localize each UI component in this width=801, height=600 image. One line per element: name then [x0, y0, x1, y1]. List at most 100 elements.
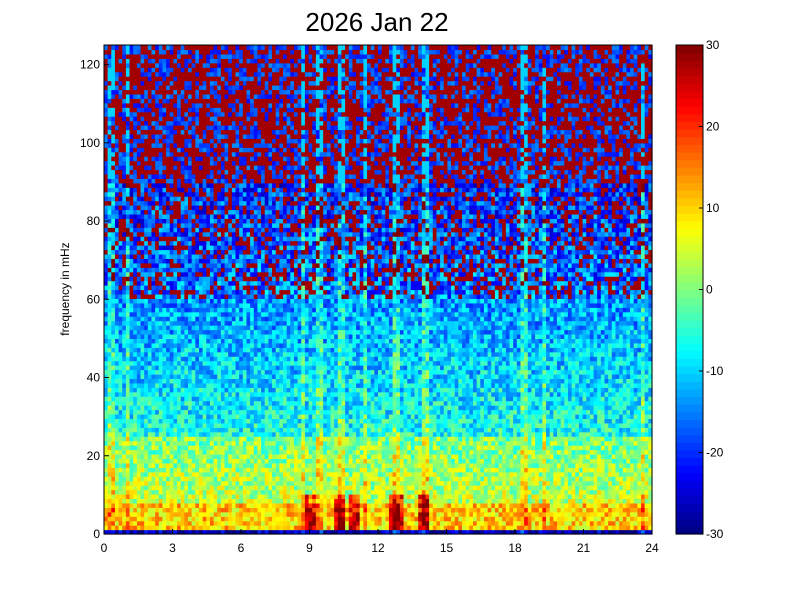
spectrogram-cell	[129, 396, 134, 402]
spectrogram-cell	[195, 382, 200, 388]
spectrogram-cell	[209, 502, 215, 508]
spectrogram-cell	[118, 165, 123, 171]
spectrogram-cell	[104, 387, 109, 393]
spectrogram-cell	[206, 333, 211, 339]
spectrogram-cell	[202, 160, 207, 166]
spectrogram-cell	[195, 493, 200, 500]
spectrogram-cell	[122, 236, 127, 242]
spectrogram-cell	[224, 227, 229, 233]
spectrogram-cell	[261, 165, 266, 171]
spectrogram-cell	[217, 67, 222, 73]
spectrogram-cell	[169, 329, 175, 335]
spectrogram-cell	[188, 196, 193, 202]
spectrogram-cell	[184, 431, 189, 437]
spectrogram-cell	[118, 169, 123, 175]
spectrogram-cell	[246, 445, 251, 451]
spectrogram-cell	[253, 102, 259, 108]
spectrogram-cell	[158, 138, 164, 144]
spectrogram-cell	[104, 382, 109, 388]
spectrogram-cell	[166, 178, 171, 184]
spectrogram-cell	[177, 347, 182, 353]
spectrogram-cell	[177, 58, 182, 64]
spectrogram-cell	[246, 342, 251, 348]
spectrogram-cell	[144, 213, 149, 219]
spectrogram-cell	[129, 156, 134, 162]
spectrogram-cell	[195, 351, 200, 357]
spectrogram-cell	[104, 151, 109, 157]
spectrogram-cell	[169, 271, 175, 277]
spectrogram-cell	[191, 173, 196, 179]
spectrogram-cell	[228, 485, 233, 491]
spectrogram-cell	[104, 516, 109, 522]
spectrogram-cell	[261, 45, 266, 51]
spectrogram-cell	[209, 169, 215, 175]
spectrogram-cell	[114, 373, 120, 380]
spectrogram-cell	[140, 160, 145, 166]
spectrogram-cell	[188, 449, 193, 455]
spectrogram-cell	[224, 85, 229, 91]
spectrogram-cell	[144, 502, 149, 508]
spectrogram-cell	[125, 271, 131, 277]
spectrogram-cell	[177, 329, 182, 335]
spectrogram-cell	[122, 227, 127, 233]
spectrogram-cell	[158, 462, 164, 468]
spectrogram-cell	[198, 236, 204, 242]
spectrogram-cell	[136, 205, 142, 211]
spectrogram-cell	[253, 205, 259, 211]
spectrogram-cell	[122, 520, 127, 526]
spectrogram-cell	[198, 231, 204, 237]
spectrogram-cell	[209, 133, 215, 139]
spectrogram-cell	[239, 311, 244, 317]
spectrogram-cell	[264, 485, 269, 491]
spectrogram-cell	[235, 431, 240, 437]
spectrogram-cell	[166, 418, 171, 424]
spectrogram-cell	[253, 449, 259, 455]
spectrogram-cell	[188, 529, 193, 535]
spectrogram-cell	[114, 413, 120, 420]
spectrogram-cell	[253, 373, 259, 380]
spectrogram-cell	[136, 347, 142, 353]
spectrogram-cell	[209, 422, 215, 428]
spectrogram-cell	[104, 356, 109, 362]
spectrogram-cell	[235, 493, 240, 500]
spectrogram-cell	[231, 471, 237, 477]
spectrogram-cell	[253, 125, 259, 131]
spectrogram-cell	[253, 218, 259, 224]
spectrogram-cell	[228, 258, 233, 264]
spectrogram-cell	[107, 160, 112, 166]
spectrogram-cell	[155, 347, 160, 353]
spectrogram-cell	[235, 285, 240, 291]
spectrogram-cell	[180, 85, 185, 91]
spectrogram-cell	[136, 169, 142, 175]
spectrogram-cell	[151, 307, 156, 313]
spectrogram-cell	[180, 138, 185, 144]
spectrogram-cell	[253, 165, 259, 171]
spectrogram-cell	[264, 320, 269, 326]
spectrogram-cell	[264, 502, 269, 508]
spectrogram-cell	[264, 160, 269, 166]
spectrogram-cell	[224, 67, 229, 73]
spectrogram-cell	[177, 125, 182, 131]
spectrogram-cell	[250, 467, 255, 473]
spectrogram-cell	[198, 507, 204, 513]
spectrogram-cell	[224, 409, 229, 415]
spectrogram-cell	[173, 489, 178, 495]
spectrogram-cell	[158, 196, 164, 202]
spectrogram-cell	[136, 240, 142, 246]
spectrogram-cell	[220, 471, 226, 477]
spectrogram-cell	[250, 525, 255, 531]
spectrogram-cell	[224, 293, 229, 299]
spectrogram-cell	[180, 209, 185, 215]
spectrogram-cell	[188, 85, 193, 91]
spectrogram-cell	[125, 205, 131, 211]
spectrogram-cell	[217, 200, 222, 206]
spectrogram-cell	[206, 49, 211, 55]
spectrogram-cell	[144, 49, 149, 55]
spectrogram-cell	[122, 449, 127, 455]
spectrogram-cell	[257, 453, 262, 460]
spectrogram-cell	[246, 62, 251, 68]
spectrogram-cell	[261, 285, 266, 291]
spectrogram-cell	[202, 436, 207, 442]
spectrogram-cell	[224, 333, 229, 339]
spectrogram-cell	[198, 489, 204, 495]
